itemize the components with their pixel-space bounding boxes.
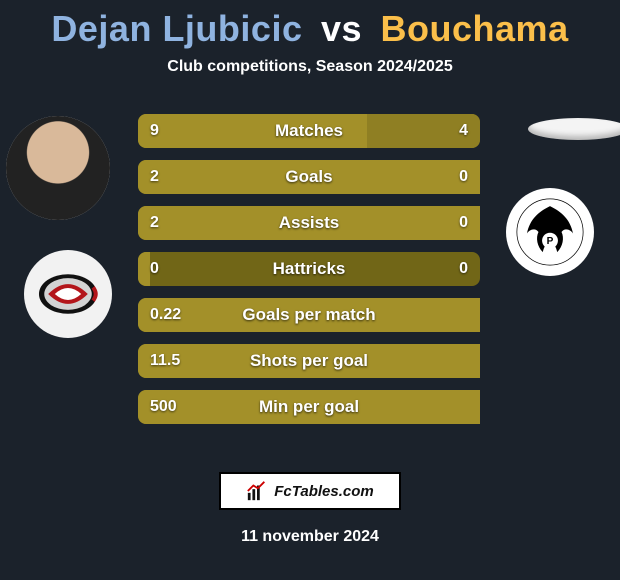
left-value: 2 bbox=[150, 168, 159, 186]
bar-right: 4 bbox=[367, 114, 480, 148]
watermark: FcTables.com bbox=[219, 472, 401, 510]
right-value: 0 bbox=[459, 214, 468, 232]
player2-club-logo: P bbox=[506, 188, 594, 276]
bar-right: 0 bbox=[452, 160, 480, 194]
stat-row: 500Min per goal bbox=[138, 390, 480, 424]
chart-icon bbox=[246, 480, 268, 502]
right-value: 0 bbox=[459, 168, 468, 186]
svg-text:P: P bbox=[547, 236, 554, 247]
comparison-stage: P 94Matches20Goals20Assists00Hattricks0.… bbox=[0, 104, 620, 444]
player1-avatar bbox=[6, 116, 110, 220]
stat-row: 94Matches bbox=[138, 114, 480, 148]
bar-right: 0 bbox=[452, 206, 480, 240]
stat-row: 0.22Goals per match bbox=[138, 298, 480, 332]
bar-left: 0 bbox=[138, 252, 150, 286]
bar-right: 0 bbox=[452, 252, 480, 286]
bar-background bbox=[138, 252, 480, 286]
right-value: 0 bbox=[459, 260, 468, 278]
bar-left: 500 bbox=[138, 390, 480, 424]
watermark-label: FcTables.com bbox=[274, 483, 373, 500]
left-value: 11.5 bbox=[150, 352, 180, 370]
face-placeholder-icon bbox=[6, 116, 110, 220]
comparison-title: Dejan Ljubicic vs Bouchama bbox=[0, 0, 620, 50]
stat-row: 20Assists bbox=[138, 206, 480, 240]
vs-text: vs bbox=[313, 8, 370, 49]
stat-row: 20Goals bbox=[138, 160, 480, 194]
footer-date: 11 november 2024 bbox=[0, 528, 620, 546]
stat-row: 11.5Shots per goal bbox=[138, 344, 480, 378]
bar-left: 0.22 bbox=[138, 298, 480, 332]
player2-name: Bouchama bbox=[381, 8, 569, 49]
bar-left: 2 bbox=[138, 160, 480, 194]
left-value: 0.22 bbox=[150, 306, 181, 324]
subtitle: Club competitions, Season 2024/2025 bbox=[0, 58, 620, 76]
comparison-bars: 94Matches20Goals20Assists00Hattricks0.22… bbox=[138, 114, 480, 436]
player1-name: Dejan Ljubicic bbox=[51, 8, 302, 49]
hurricane-logo-icon bbox=[35, 261, 101, 327]
stat-row: 00Hattricks bbox=[138, 252, 480, 286]
left-value: 2 bbox=[150, 214, 159, 232]
player1-club-logo bbox=[24, 250, 112, 338]
bar-left: 11.5 bbox=[138, 344, 480, 378]
right-value: 4 bbox=[459, 122, 468, 140]
left-value: 500 bbox=[150, 398, 177, 416]
bar-left: 9 bbox=[138, 114, 367, 148]
bar-left: 2 bbox=[138, 206, 480, 240]
left-value: 0 bbox=[150, 260, 159, 278]
left-value: 9 bbox=[150, 122, 159, 140]
player2-avatar bbox=[528, 118, 620, 140]
eagle-logo-icon: P bbox=[514, 196, 586, 268]
